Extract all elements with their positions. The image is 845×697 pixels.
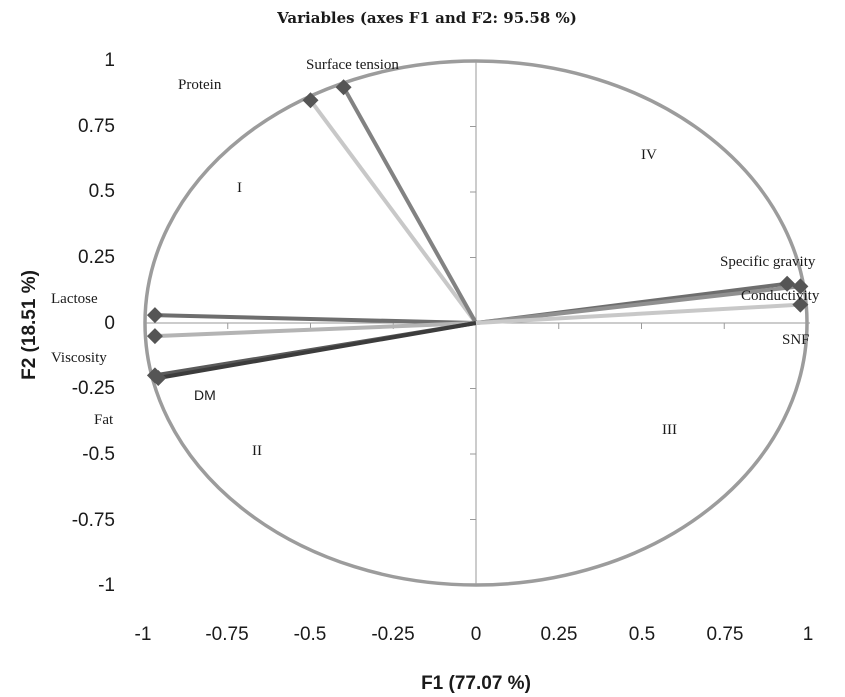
vector-viscosity	[154, 321, 477, 339]
vector-surface-tension	[341, 86, 478, 324]
x-tick-label: 1	[803, 624, 814, 645]
y-tick-label: 0.75	[78, 116, 115, 137]
x-axis-title: F1 (77.07 %)	[421, 673, 531, 694]
label-dm: DM	[194, 387, 216, 403]
x-tick-label: -0.25	[371, 624, 414, 645]
vector-snf	[475, 302, 801, 325]
label-viscosity: Viscosity	[51, 350, 107, 366]
correlation-circle	[143, 59, 809, 587]
y-tick-labels: 1 0.75 0.5 0.25 0 -0.25 -0.5 -0.75 -1	[72, 50, 115, 596]
vector-protein	[308, 99, 478, 325]
y-tick-label: 0.25	[78, 247, 115, 268]
label-lactose: Lactose	[51, 291, 98, 307]
quadrant-label-i: I	[237, 180, 242, 196]
x-tick-label: -0.5	[294, 624, 327, 645]
vector-conductivity	[475, 284, 801, 325]
marker-protein	[302, 92, 319, 109]
x-tick-label: 0	[471, 624, 482, 645]
y-axis-title: F2 (18.51 %)	[19, 270, 40, 380]
y-tick-label: 1	[104, 50, 115, 71]
marker-conductivity	[792, 278, 809, 295]
quadrant-label-iii: III	[662, 422, 677, 438]
marker-surface-tension	[335, 79, 352, 96]
y-tick-label: 0.5	[89, 181, 115, 202]
variable-vectors	[154, 86, 801, 380]
variable-labels: Protein Surface tension Lactose Viscosit…	[51, 57, 820, 428]
label-snf: SNF	[782, 332, 810, 348]
x-tick-labels: -1 -0.75 -0.5 -0.25 0 0.25 0.5 0.75 1	[135, 624, 814, 645]
label-fat: Fat	[94, 412, 114, 428]
x-tick-label: 0.5	[629, 624, 655, 645]
variable-markers	[146, 79, 809, 387]
quadrant-labels: I II III IV	[237, 147, 677, 459]
y-tick-label: -0.5	[82, 444, 115, 465]
quadrant-label-ii: II	[252, 443, 262, 459]
quadrant-label-iv: IV	[641, 147, 657, 163]
chart-title: Variables (axes F1 and F2: 95.58 %)	[276, 9, 577, 27]
marker-snf	[792, 296, 809, 313]
label-specific-gravity: Specific gravity	[720, 254, 816, 270]
x-tick-label: 0.25	[541, 624, 578, 645]
marker-lactose	[146, 307, 163, 324]
marker-dm	[150, 370, 167, 387]
x-tick-label: -0.75	[205, 624, 248, 645]
y-tick-label: 0	[104, 313, 115, 334]
marker-specific-gravity	[779, 275, 796, 292]
x-tick-label: -1	[135, 624, 152, 645]
y-tick-label: -0.75	[72, 510, 115, 531]
y-tick-label: -0.25	[72, 378, 115, 399]
label-surface-tension: Surface tension	[306, 57, 399, 73]
marker-viscosity	[146, 328, 163, 345]
vector-dm	[157, 321, 477, 380]
label-protein: Protein	[178, 77, 222, 93]
y-tick-label: -1	[98, 575, 115, 596]
label-conductivity: Conductivity	[741, 288, 820, 304]
vector-lactose	[154, 313, 477, 325]
x-tick-label: 0.75	[707, 624, 744, 645]
